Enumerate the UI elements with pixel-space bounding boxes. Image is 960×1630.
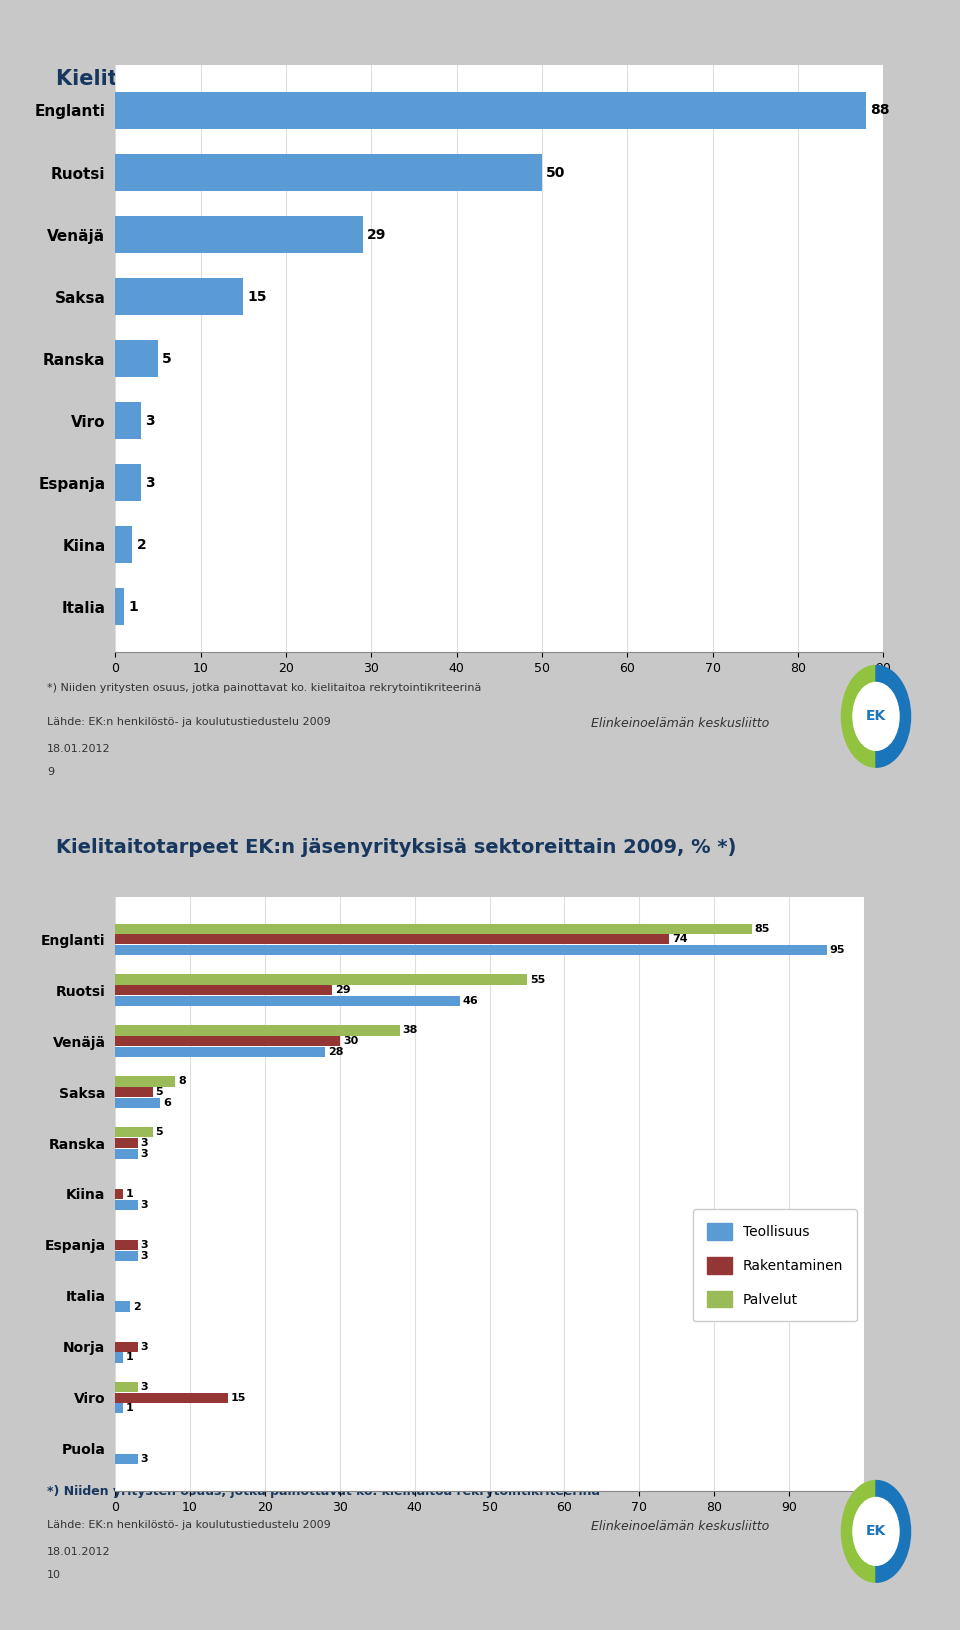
Bar [115,403,141,438]
Bar [115,996,460,1006]
Bar [115,985,332,996]
Bar [115,1046,324,1056]
Text: Lähde: EK:n henkilöstö- ja koulutustiedustelu 2009: Lähde: EK:n henkilöstö- ja koulutustiedu… [47,717,330,727]
Legend: Teollisuus, Rakentaminen, Palvelut: Teollisuus, Rakentaminen, Palvelut [693,1209,857,1322]
Text: 6: 6 [163,1099,171,1108]
Wedge shape [841,1480,876,1583]
Text: 9: 9 [47,766,54,776]
Bar [115,1341,137,1351]
Text: 3: 3 [141,1200,148,1209]
Bar [115,1403,123,1413]
Text: 15: 15 [248,290,267,303]
Bar [115,1149,137,1159]
Circle shape [853,683,899,750]
Circle shape [853,1498,899,1565]
Bar [115,924,752,934]
Text: 29: 29 [335,985,351,996]
Text: 3: 3 [141,1240,148,1250]
Text: Kielitaitotarpeet EK:n jäsenyrityksisä sektoreittain 2009, % *): Kielitaitotarpeet EK:n jäsenyrityksisä s… [56,838,736,857]
Wedge shape [841,665,876,768]
Text: Lähde: EK:n henkilöstö- ja koulutustiedustelu 2009: Lähde: EK:n henkilöstö- ja koulutustiedu… [47,1519,330,1529]
Text: 55: 55 [530,975,545,985]
Text: 5: 5 [156,1087,163,1097]
Text: 3: 3 [141,1382,148,1392]
Bar [115,1188,123,1200]
Text: 3: 3 [145,414,155,427]
Text: 38: 38 [403,1025,419,1035]
Bar [115,1250,137,1260]
Text: 46: 46 [463,996,478,1006]
Text: 1: 1 [126,1188,133,1200]
Text: EK: EK [866,1524,886,1539]
Bar [115,91,866,129]
Text: 3: 3 [141,1149,148,1159]
Text: Elinkeinoelämän keskusliitto: Elinkeinoelämän keskusliitto [590,1519,769,1532]
Bar [115,1240,137,1250]
Text: 8: 8 [179,1076,186,1087]
Text: 18.01.2012: 18.01.2012 [47,743,110,755]
Text: 18.01.2012: 18.01.2012 [47,1547,110,1557]
Bar [115,1037,340,1046]
Text: 2: 2 [133,1301,141,1312]
Bar [115,1025,399,1035]
Text: 15: 15 [230,1392,246,1403]
Text: 74: 74 [672,934,688,944]
Text: 28: 28 [328,1046,344,1056]
Bar [115,1087,153,1097]
Bar [115,1097,160,1108]
Bar [115,279,243,315]
Text: 95: 95 [829,945,845,955]
Bar [115,1392,228,1403]
Text: 1: 1 [128,600,137,615]
Bar [115,975,527,985]
Text: 88: 88 [871,103,890,117]
Bar [115,465,141,502]
Bar [115,934,669,944]
Text: 3: 3 [141,1138,148,1148]
Bar [115,1301,131,1312]
Bar [115,1128,153,1138]
Text: 3: 3 [141,1341,148,1351]
Text: 10: 10 [47,1570,60,1579]
Bar [115,1382,137,1392]
Text: *) Niiden yritysten osuus, jotka painottavat ko. kielitaitoa rekrytointikriteeri: *) Niiden yritysten osuus, jotka painott… [47,1485,600,1498]
Bar [115,1454,137,1464]
Bar [115,588,124,626]
Text: 3: 3 [145,476,155,489]
Bar [115,153,541,191]
Text: 1: 1 [126,1403,133,1413]
Bar [115,1200,137,1209]
Text: 30: 30 [343,1037,358,1046]
Text: 5: 5 [162,352,172,365]
Bar [115,341,157,377]
Wedge shape [876,1480,910,1583]
Text: 3: 3 [141,1454,148,1464]
Bar [115,526,132,564]
Text: 85: 85 [755,924,770,934]
Text: 1: 1 [126,1353,133,1363]
Text: 29: 29 [367,228,386,241]
Text: 2: 2 [136,538,146,551]
Text: Elinkeinoelämän keskusliitto: Elinkeinoelämän keskusliitto [590,717,769,730]
Text: 3: 3 [141,1250,148,1260]
Wedge shape [876,665,910,768]
Bar [115,215,363,253]
Text: 5: 5 [156,1128,163,1138]
Text: *) Niiden yritysten osuus, jotka painottavat ko. kielitaitoa rekrytointikriteeri: *) Niiden yritysten osuus, jotka painott… [47,683,481,693]
Bar [115,1138,137,1148]
Text: EK: EK [866,709,886,724]
Text: 50: 50 [546,166,565,179]
Bar [115,1353,123,1363]
Bar [115,1076,175,1087]
Bar [115,945,827,955]
Text: Kielitaitotarpeet EK:n jäsenyrityksisä 2009, %*): Kielitaitotarpeet EK:n jäsenyrityksisä 2… [56,70,618,90]
